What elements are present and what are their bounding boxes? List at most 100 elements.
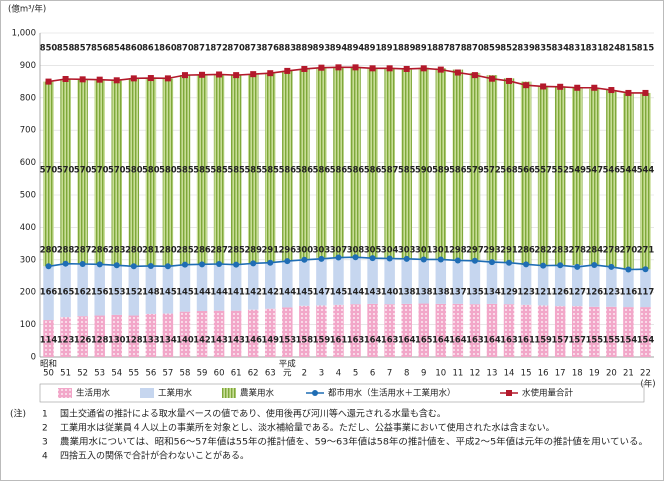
data-label: 586 xyxy=(296,165,314,175)
bar-segment xyxy=(367,67,378,258)
x-tick-label: 50 xyxy=(43,369,54,379)
data-label: 586 xyxy=(330,165,348,175)
data-label: 580 xyxy=(142,165,160,175)
bar-segment xyxy=(589,265,600,307)
data-label: 547 xyxy=(586,165,604,175)
bar-segment xyxy=(469,304,481,357)
x-tick-label: 61 xyxy=(231,369,242,379)
marker xyxy=(199,71,206,78)
marker xyxy=(284,258,291,265)
data-label: 585 xyxy=(193,165,211,175)
x-tick-label: 3 xyxy=(319,369,324,379)
marker xyxy=(301,256,308,263)
data-label: 280 xyxy=(40,245,58,255)
bar-segment xyxy=(179,311,191,357)
bar-segment xyxy=(469,72,481,261)
marker xyxy=(557,262,564,269)
data-label: 126 xyxy=(74,335,92,345)
bar-segment xyxy=(572,306,583,357)
bar-segment xyxy=(333,67,344,258)
bar-segment xyxy=(196,310,208,357)
data-label: 163 xyxy=(500,335,518,345)
bar-segment xyxy=(145,265,157,314)
data-label: 162 xyxy=(74,287,92,297)
data-label: 149 xyxy=(262,335,280,345)
notes-heading: (注) xyxy=(10,408,26,420)
marker xyxy=(369,255,376,262)
x-tick-label: 2 xyxy=(302,369,307,379)
data-label: 291 xyxy=(500,245,518,255)
marker xyxy=(523,82,530,89)
bar-segment xyxy=(247,309,259,357)
data-label: 145 xyxy=(159,287,177,297)
data-label: 159 xyxy=(313,335,331,345)
bar-segment xyxy=(367,257,378,304)
data-label: 155 xyxy=(586,335,604,345)
bar-segment xyxy=(213,74,225,265)
data-label: 137 xyxy=(449,287,467,297)
data-label: 286 xyxy=(517,245,535,255)
data-label: 156 xyxy=(91,287,109,297)
data-label: 141 xyxy=(227,287,245,297)
data-label: 157 xyxy=(569,335,587,345)
bar-segment xyxy=(179,264,191,312)
x-tick-label: 4 xyxy=(336,369,341,379)
data-label: 301 xyxy=(415,245,433,255)
data-label: 883 xyxy=(279,43,297,53)
bar-segment xyxy=(128,266,140,316)
bar-segment xyxy=(640,269,651,308)
x-tick-label: 51 xyxy=(60,369,71,379)
y-tick-label: 500 xyxy=(20,191,36,201)
data-label: 164 xyxy=(398,335,416,345)
data-label: 144 xyxy=(347,287,365,297)
x-tick-label: 62 xyxy=(248,369,259,379)
bar-segment xyxy=(145,313,157,357)
x-tick-label: 59 xyxy=(197,369,208,379)
bar-segment xyxy=(94,264,105,316)
data-label: 873 xyxy=(244,43,262,53)
marker xyxy=(164,75,171,82)
data-label: 580 xyxy=(125,165,143,175)
data-label: 144 xyxy=(279,287,297,297)
bar-segment xyxy=(623,269,634,308)
y-tick-label: 700 xyxy=(20,126,36,136)
data-label: 860 xyxy=(159,43,177,53)
bar-segment xyxy=(282,307,293,357)
data-label: 161 xyxy=(517,335,535,345)
note-text: 国土交通省の推計による取水量ベースの値であり、使用後再び河川等へ還元される水量も… xyxy=(60,408,446,420)
marker xyxy=(454,257,461,264)
bar-segment xyxy=(469,260,481,305)
marker xyxy=(454,69,461,76)
data-label: 164 xyxy=(432,335,450,345)
bar-segment xyxy=(589,88,600,266)
x-tick-label: 18 xyxy=(572,369,583,379)
marker xyxy=(181,261,188,268)
data-label: 134 xyxy=(159,335,177,345)
data-label: 831 xyxy=(586,43,604,53)
bar-segment xyxy=(418,67,429,259)
marker xyxy=(62,260,69,267)
data-label: 157 xyxy=(551,335,569,345)
marker xyxy=(642,266,649,273)
x-tick-label: 6 xyxy=(370,369,375,379)
marker xyxy=(437,66,444,73)
data-label: 289 xyxy=(244,245,262,255)
notes: (注) 1 国土交通省の推計による取水量ベースの値であり、使用後再び河川等へ還元さ… xyxy=(10,408,648,462)
bar-segment xyxy=(316,67,327,258)
data-label: 852 xyxy=(500,43,518,53)
marker xyxy=(523,261,530,268)
marker xyxy=(642,89,649,96)
marker xyxy=(199,261,206,268)
bar-segment xyxy=(452,259,464,304)
data-label: 546 xyxy=(603,165,621,175)
bar-segment xyxy=(162,313,174,357)
legend-swatch xyxy=(58,388,72,398)
data-label: 143 xyxy=(364,287,382,297)
data-label: 153 xyxy=(279,335,297,345)
data-label: 566 xyxy=(517,165,535,175)
data-label: 860 xyxy=(125,43,143,53)
data-label: 586 xyxy=(364,165,382,175)
data-label: 284 xyxy=(586,245,604,255)
data-label: 270 xyxy=(620,245,638,255)
marker xyxy=(96,76,103,83)
